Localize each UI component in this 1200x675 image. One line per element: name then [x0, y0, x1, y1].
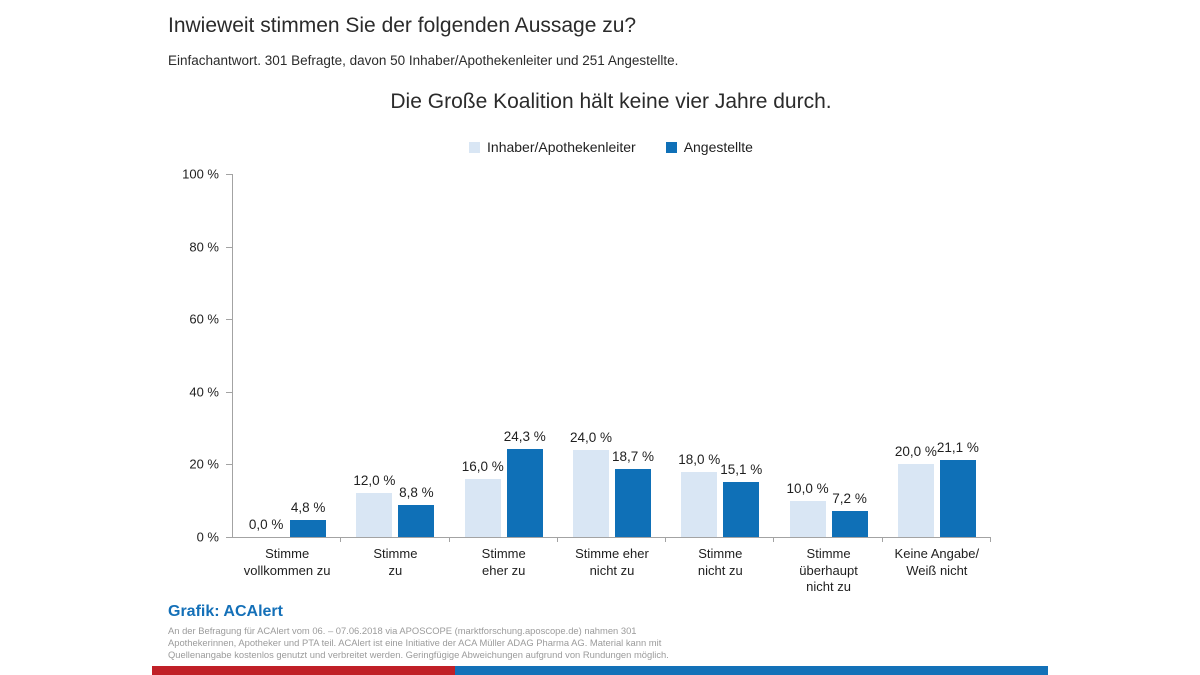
bar-value-label: 24,3 % [503, 428, 546, 444]
bar-value-label: 18,7 % [611, 449, 654, 465]
y-tick-label: 60 % [189, 311, 219, 327]
x-tick [448, 537, 450, 542]
source-credit: Grafik: ACAlert [168, 603, 283, 620]
bar-group: 16,0 % 24,3 % [450, 174, 558, 537]
bar-group: 20,0 % 21,1 % [883, 174, 991, 537]
fineprint-line: Apothekerinnen, Apotheker und PTA teil. … [168, 637, 662, 649]
bar-value-label: 7,2 % [832, 490, 867, 506]
category-label: Stimme überhaupt nicht zu [799, 546, 858, 594]
bar-angestellte: 8,8 % [398, 485, 435, 537]
y-tick [226, 246, 233, 248]
bar-value-label: 0,0 % [248, 517, 284, 532]
y-tick-label: 40 % [189, 384, 219, 400]
legend: Inhaber/Apothekenleiter Angestellte [232, 139, 990, 155]
category-label: Stimme zu [373, 546, 418, 578]
category-label: Keine Angabe/ Weiß nicht [894, 546, 980, 578]
x-tick [773, 537, 775, 542]
bar-value-label: 4,8 % [290, 499, 326, 515]
page-title: Inwieweit stimmen Sie der folgenden Auss… [168, 14, 637, 37]
bar-value-label: 18,0 % [678, 451, 721, 467]
bar-group: 0,0 % 4,8 % [233, 174, 341, 537]
bar-value-label: 12,0 % [353, 473, 396, 489]
y-tick [226, 464, 233, 466]
x-tick [881, 537, 883, 542]
bar-angestellte: 4,8 % [290, 500, 327, 537]
bar-angestellte: 15,1 % [720, 462, 762, 537]
brand-stripe-blue [455, 666, 1048, 675]
y-tick [226, 391, 233, 393]
bar-value-label: 16,0 % [461, 458, 504, 474]
category-label: Stimme eher zu [481, 546, 526, 578]
legend-swatch [665, 141, 677, 153]
bar-group: 24,0 % 18,7 % [558, 174, 666, 537]
y-tick-label: 0 % [196, 529, 219, 545]
bar-value-label: 8,8 % [399, 485, 434, 501]
y-tick [226, 174, 233, 175]
bar-inhaber: 12,0 % [353, 473, 395, 537]
bar-angestellte: 18,7 % [612, 449, 654, 537]
y-tick [226, 537, 233, 538]
page-subtitle: Einfachantwort. 301 Befragte, davon 50 I… [168, 53, 679, 68]
legend-label: Angestellte [683, 139, 753, 155]
category-label: Stimme vollkommen zu [243, 546, 331, 578]
bar-inhaber: 20,0 % [895, 444, 937, 537]
bar-group: 12,0 % 8,8 % [341, 174, 449, 537]
bar-inhaber: 10,0 % [787, 481, 829, 537]
x-tick [556, 537, 558, 542]
bar-angestellte: 7,2 % [831, 491, 868, 537]
plot-area: 0 % 20 % 40 % 60 % 80 % 100 % 0,0 % 4,8 % Stimme… [182, 167, 991, 594]
bar-value-label: 20,0 % [894, 444, 937, 460]
fineprint-line: An der Befragung für ACAlert vom 06. – 0… [168, 625, 637, 636]
bar-group: 10,0 % 7,2 % [774, 174, 882, 537]
legend-item: Inhaber/Apothekenleiter [469, 139, 636, 155]
bar-angestellte: 21,1 % [937, 440, 979, 537]
x-tick [665, 537, 667, 542]
bar-value-label: 21,1 % [936, 440, 979, 456]
x-tick [990, 537, 991, 542]
legend-item: Angestellte [665, 139, 753, 155]
bar-inhaber: 24,0 % [570, 430, 612, 537]
brand-stripe-red [152, 666, 455, 675]
bar-angestellte: 24,3 % [504, 429, 546, 537]
category-label: Stimme nicht zu [697, 546, 743, 578]
fineprint-line: Quellenangabe kostenlos genutzt und verb… [168, 649, 669, 661]
y-tick-label: 100 % [182, 166, 219, 182]
bar-inhaber: 18,0 % [678, 452, 720, 537]
y-tick-label: 80 % [189, 239, 219, 255]
legend-label: Inhaber/Apothekenleiter [487, 139, 636, 155]
bar-value-label: 24,0 % [569, 429, 612, 445]
x-tick [340, 537, 342, 542]
legend-swatch [469, 141, 481, 153]
bar-inhaber: 16,0 % [462, 459, 504, 537]
bar-value-label: 15,1 % [720, 462, 763, 478]
chart-title: Die Große Koalition hält keine vier Jahr… [390, 90, 832, 113]
brand-stripe [152, 666, 1048, 675]
source-fineprint: An der Befragung für ACAlert vom 06. – 0… [168, 625, 669, 662]
y-tick [226, 319, 233, 321]
bar-value-label: 10,0 % [786, 480, 829, 496]
category-label: Stimme eher nicht zu [575, 546, 649, 578]
bar-group: 18,0 % 15,1 % [666, 174, 774, 537]
y-tick-label: 20 % [189, 456, 219, 472]
